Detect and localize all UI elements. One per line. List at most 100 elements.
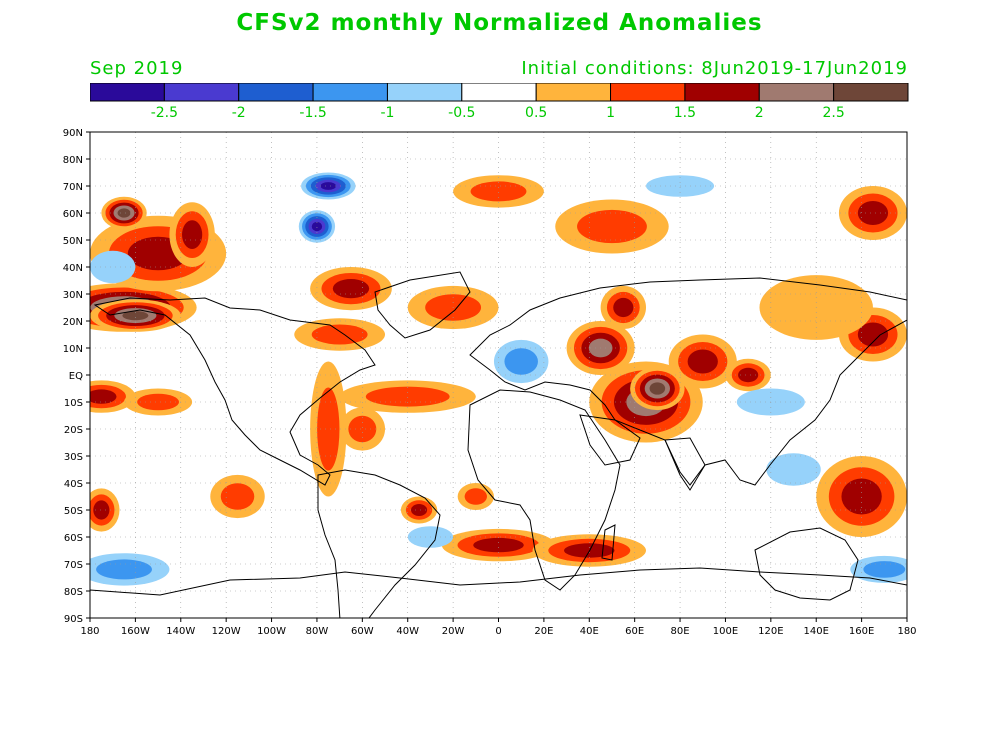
lon-tick-label: 180 [80, 626, 99, 637]
legend-tick-label: -0.5 [448, 105, 475, 121]
lat-tick-label: 90N [63, 128, 83, 139]
anomaly-contour [649, 382, 666, 395]
lat-tick-label: 90S [64, 614, 83, 625]
anomaly-contour [117, 208, 131, 218]
anomaly-contour [348, 415, 377, 443]
lon-tick-label: 20E [534, 626, 553, 637]
legend-tick-label: -1 [380, 105, 394, 121]
anomaly-contour [311, 324, 368, 345]
lat-tick-label: 60S [64, 533, 83, 544]
chart-title: CFSv2 monthly Normalized Anomalies [236, 10, 763, 36]
legend-tick-label: -1.5 [299, 105, 326, 121]
australia-outline [754, 527, 859, 601]
africa-outline [467, 389, 621, 591]
initial-conditions-label: Initial conditions: 8Jun2019-17Jun2019 [521, 58, 908, 79]
anomaly-contour [311, 221, 323, 232]
lon-tick-label: 80W [306, 626, 329, 637]
legend-tick-label: 2 [755, 105, 764, 121]
anomaly-map: 90N 80N 70N 60N 50N 40N 30N 20N 10N EQ 10S 20S 30S 40… [63, 128, 917, 637]
lat-tick-label: 20S [64, 425, 83, 436]
lon-tick-label: 140E [804, 626, 829, 637]
anomaly-contour [96, 559, 152, 580]
lon-tick-label: 60W [351, 626, 374, 637]
lat-tick-label: 10N [63, 344, 83, 355]
lat-tick-label: 20N [63, 317, 83, 328]
north-america-outline [93, 297, 376, 486]
lat-tick-label: 30N [63, 290, 83, 301]
anomaly-contour [857, 201, 889, 225]
anomaly-contour [470, 181, 527, 202]
legend-bin [833, 83, 909, 102]
legend-bin [610, 83, 686, 102]
lon-tick-label: 40E [580, 626, 599, 637]
lon-tick-label: 40W [396, 626, 419, 637]
lat-tick-label: 40N [63, 263, 83, 274]
valid-month-label: Sep 2019 [90, 58, 184, 79]
latitude-axis: 90N 80N 70N 60N 50N 40N 30N 20N 10N EQ 10S 20S 30S 40… [63, 128, 90, 625]
lat-tick-label: 80S [64, 587, 83, 598]
lon-tick-label: 0 [495, 626, 501, 637]
gridlines [90, 132, 907, 618]
legend-bin [238, 83, 314, 102]
legend-tick-label: 1.5 [674, 105, 696, 121]
legend-tick-label: -2 [232, 105, 246, 121]
anomaly-contour [687, 349, 718, 374]
lon-tick-label: 180 [897, 626, 916, 637]
anomaly-contour [90, 389, 117, 404]
madagascar-outline [601, 524, 616, 561]
anomaly-fills [90, 172, 907, 586]
lat-tick-label: 70S [64, 560, 83, 571]
south-america-outline [317, 469, 441, 618]
legend-bin [535, 83, 612, 102]
anomaly-contour [317, 387, 340, 471]
legend-tick-label: 2.5 [823, 105, 845, 121]
lon-tick-label: 120E [758, 626, 783, 637]
lon-tick-label: 160W [121, 626, 150, 637]
anomaly-contour [90, 250, 136, 284]
legend-tick-label: 0.5 [525, 105, 547, 121]
color-legend: -2.5 -2 -1.5 -1 -0.5 0.5 1 1.5 2 2.5 [90, 83, 909, 121]
india-outline [664, 437, 706, 491]
legend-tick-label: -2.5 [151, 105, 178, 121]
lon-tick-label: 100E [713, 626, 738, 637]
lat-tick-label: 70N [63, 182, 83, 193]
legend-bin [90, 83, 165, 102]
greenland-outline [374, 271, 471, 339]
anomaly-contour [473, 537, 524, 553]
lat-tick-label: 50N [63, 236, 83, 247]
lat-tick-label: 80N [63, 155, 83, 166]
lon-tick-label: 120W [212, 626, 241, 637]
lat-tick-label: 60N [63, 209, 83, 220]
anomaly-contour [411, 504, 428, 516]
anomaly-contour [122, 310, 149, 321]
longitude-axis: 180 160W 140W 120W 100W 80W 60W 40W 20W 0 20E 40E 60… [80, 618, 917, 637]
legend-bin [758, 83, 835, 102]
lon-tick-label: 100W [257, 626, 286, 637]
anomaly-contour [863, 561, 906, 578]
anomaly-contour [577, 209, 647, 244]
anomaly-contour [504, 348, 538, 375]
anomaly-contour [93, 500, 110, 520]
anomaly-contour [320, 182, 337, 190]
legend-bin [386, 83, 463, 102]
lat-tick-label: EQ [69, 371, 83, 382]
anomaly-contour [137, 393, 180, 411]
anomaly-contour [332, 279, 370, 299]
lon-tick-label: 140W [166, 626, 195, 637]
anomaly-contour [857, 322, 889, 347]
anomaly-contour [464, 488, 487, 505]
arabia-outline [579, 414, 641, 466]
anomaly-contour [365, 386, 450, 407]
continent-outlines [90, 271, 907, 618]
lon-tick-label: 80E [671, 626, 690, 637]
lat-tick-label: 40S [64, 479, 83, 490]
anomaly-contour [766, 453, 821, 486]
legend-bin [461, 83, 537, 102]
legend-tick-label: 1 [606, 105, 615, 121]
lat-tick-label: 50S [64, 506, 83, 517]
anomaly-contour [613, 297, 634, 318]
eurasia-outline [469, 277, 907, 486]
legend-bin [163, 83, 240, 102]
anomaly-contour [738, 367, 759, 383]
lat-tick-label: 10S [64, 398, 83, 409]
